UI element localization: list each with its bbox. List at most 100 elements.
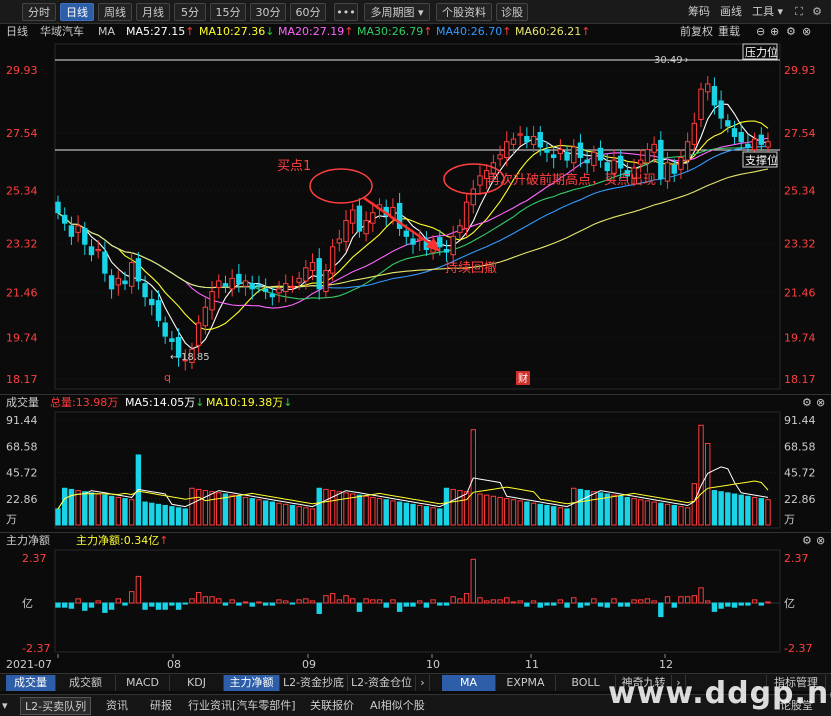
candle-down bbox=[758, 134, 765, 145]
overlay-button[interactable]: 重载 bbox=[718, 25, 740, 38]
date-tick: 10 bbox=[426, 658, 440, 671]
candle-down bbox=[738, 132, 744, 143]
candle-down bbox=[745, 143, 751, 148]
settings-icon[interactable]: ⚙ bbox=[786, 25, 796, 38]
volume-bar bbox=[751, 496, 758, 526]
flow-bar bbox=[624, 602, 631, 607]
flow-bar bbox=[249, 602, 255, 607]
finance-marker[interactable] bbox=[516, 371, 530, 385]
flow-tick-left: 亿 bbox=[22, 597, 33, 610]
tab-l2-queue[interactable]: L2-买卖队列 bbox=[20, 697, 92, 715]
flow-bar bbox=[410, 602, 416, 607]
flow-bar bbox=[731, 602, 738, 608]
candle-up bbox=[283, 283, 289, 293]
period-tab-daily[interactable]: 日线 bbox=[60, 3, 94, 21]
tab-scroll-right-icon[interactable]: › bbox=[416, 675, 430, 691]
diagnose-button[interactable]: 诊股 bbox=[496, 3, 528, 21]
indicator-name[interactable]: MA bbox=[98, 25, 116, 38]
flow-bar bbox=[584, 602, 590, 606]
tab-volume[interactable]: 成交量 bbox=[6, 675, 56, 691]
volume-bar bbox=[537, 503, 543, 526]
volume-bar bbox=[343, 492, 349, 526]
tab-news[interactable]: 资讯 bbox=[106, 699, 128, 712]
tab-scroll-right-icon[interactable]: › bbox=[672, 675, 686, 691]
tab-boll[interactable]: BOLL bbox=[556, 675, 616, 691]
forum-button[interactable]: 论股堂 bbox=[780, 699, 813, 712]
event-marker-q[interactable]: q bbox=[164, 371, 171, 384]
chips-button[interactable]: 筹码 bbox=[688, 5, 710, 18]
candle-up bbox=[457, 225, 463, 233]
tab-industry-news[interactable]: 行业资讯[汽车零部件] bbox=[188, 699, 296, 712]
multi-period-dropdown[interactable]: 多周期图 ▾ bbox=[364, 3, 430, 21]
period-tab-5min[interactable]: 5分 bbox=[174, 3, 206, 21]
settings-icon[interactable]: ⚙ bbox=[802, 396, 812, 409]
pressure-tag[interactable] bbox=[742, 43, 778, 60]
tab-ma[interactable]: MA bbox=[442, 675, 496, 691]
flow-bar bbox=[691, 595, 698, 604]
volume-ma10: MA10:19.38万↓ bbox=[206, 396, 293, 409]
ma20-value: MA20:27.19↑ bbox=[278, 25, 354, 38]
tools-menu[interactable]: 工具 ▾ bbox=[752, 3, 783, 21]
flow-label[interactable]: 主力净额 bbox=[6, 534, 50, 547]
volume-legend-bar: 成交量 总量:13.98万 MA5:14.05万↓ MA10:19.38万↓ ⚙… bbox=[0, 394, 831, 410]
candle-down bbox=[544, 149, 550, 153]
main-flow-chart[interactable]: 2.37 2.37 亿 亿 -2.37 -2.37 bbox=[0, 548, 831, 654]
flow-bar bbox=[68, 602, 75, 609]
ma60-line bbox=[57, 168, 769, 289]
flow-bar bbox=[189, 598, 195, 604]
volume-bar bbox=[483, 494, 490, 526]
tab-ai-similar[interactable]: AI相似个股 bbox=[370, 699, 425, 712]
stock-info-button[interactable]: 个股资料 bbox=[436, 3, 492, 21]
tab-expma[interactable]: EXPMA bbox=[496, 675, 556, 691]
flow-bar bbox=[162, 602, 168, 610]
volume-bar bbox=[128, 499, 135, 526]
period-tab-30min[interactable]: 30分 bbox=[250, 3, 286, 21]
volume-bar bbox=[631, 498, 637, 526]
collapse-icon[interactable]: ▾ bbox=[2, 699, 8, 712]
period-tab-weekly[interactable]: 周线 bbox=[98, 3, 132, 21]
tab-related-quotes[interactable]: 关联报价 bbox=[310, 699, 354, 712]
support-tag[interactable] bbox=[742, 151, 778, 168]
tab-kdj[interactable]: KDJ bbox=[170, 675, 224, 691]
close-icon[interactable]: ⊗ bbox=[816, 396, 826, 409]
date-axis: 2021-07 08 09 10 11 12 bbox=[6, 654, 673, 671]
flow-tick-right: 2.37 bbox=[784, 552, 809, 565]
tab-macd[interactable]: MACD bbox=[116, 675, 170, 691]
zoom-in-icon[interactable]: ⊕ bbox=[770, 25, 780, 38]
volume-bar bbox=[463, 491, 470, 526]
close-icon[interactable]: ⊗ bbox=[802, 25, 812, 38]
indicator-manage-button[interactable]: 指标管理 bbox=[766, 675, 826, 691]
adjust-mode[interactable]: 前复权 bbox=[680, 25, 713, 38]
volume-bar bbox=[242, 496, 249, 526]
price-chart[interactable]: 29.93 27.54 25.34 23.32 21.46 19.74 18.17 29.9… bbox=[0, 40, 831, 392]
volume-label[interactable]: 成交量 bbox=[6, 396, 39, 409]
flow-bar bbox=[376, 599, 383, 604]
volume-bar bbox=[437, 508, 443, 526]
period-tab-60min[interactable]: 60分 bbox=[290, 3, 326, 21]
draw-line-button[interactable]: 画线 bbox=[720, 5, 742, 18]
volume-tick-right: 万 bbox=[784, 513, 795, 526]
close-icon[interactable]: ⊗ bbox=[816, 534, 826, 547]
settings-icon[interactable]: ⚙ bbox=[802, 534, 812, 547]
more-periods-button[interactable]: ••• bbox=[334, 3, 358, 21]
volume-chart[interactable]: 91.44 91.44 68.58 68.58 45.72 45.72 22.86 22.86… bbox=[0, 410, 831, 530]
fullscreen-icon[interactable]: ⛶ bbox=[795, 5, 803, 18]
date-tick: 09 bbox=[302, 658, 316, 671]
tab-l2-position[interactable]: L2-资金仓位 bbox=[348, 675, 416, 691]
tab-research[interactable]: 研报 bbox=[150, 699, 172, 712]
period-tab-15min[interactable]: 15分 bbox=[210, 3, 246, 21]
zoom-out-icon[interactable]: ⊖ bbox=[756, 25, 766, 38]
period-tab-fenshi[interactable]: 分时 bbox=[22, 3, 56, 21]
settings-icon[interactable]: ⚙ bbox=[812, 5, 822, 18]
tab-turnover[interactable]: 成交额 bbox=[56, 675, 116, 691]
volume-bar bbox=[571, 487, 577, 526]
candle-up bbox=[497, 154, 503, 160]
volume-bar bbox=[423, 506, 430, 526]
flow-bar bbox=[571, 597, 577, 604]
volume-bar bbox=[725, 492, 731, 526]
tab-l2-bottom-fishing[interactable]: L2-资金抄底 bbox=[280, 675, 348, 691]
price-grid bbox=[54, 43, 781, 390]
tab-magic-nine[interactable]: 神奇九转 bbox=[616, 675, 672, 691]
period-tab-monthly[interactable]: 月线 bbox=[136, 3, 170, 21]
tab-main-flow[interactable]: 主力净额 bbox=[224, 675, 280, 691]
